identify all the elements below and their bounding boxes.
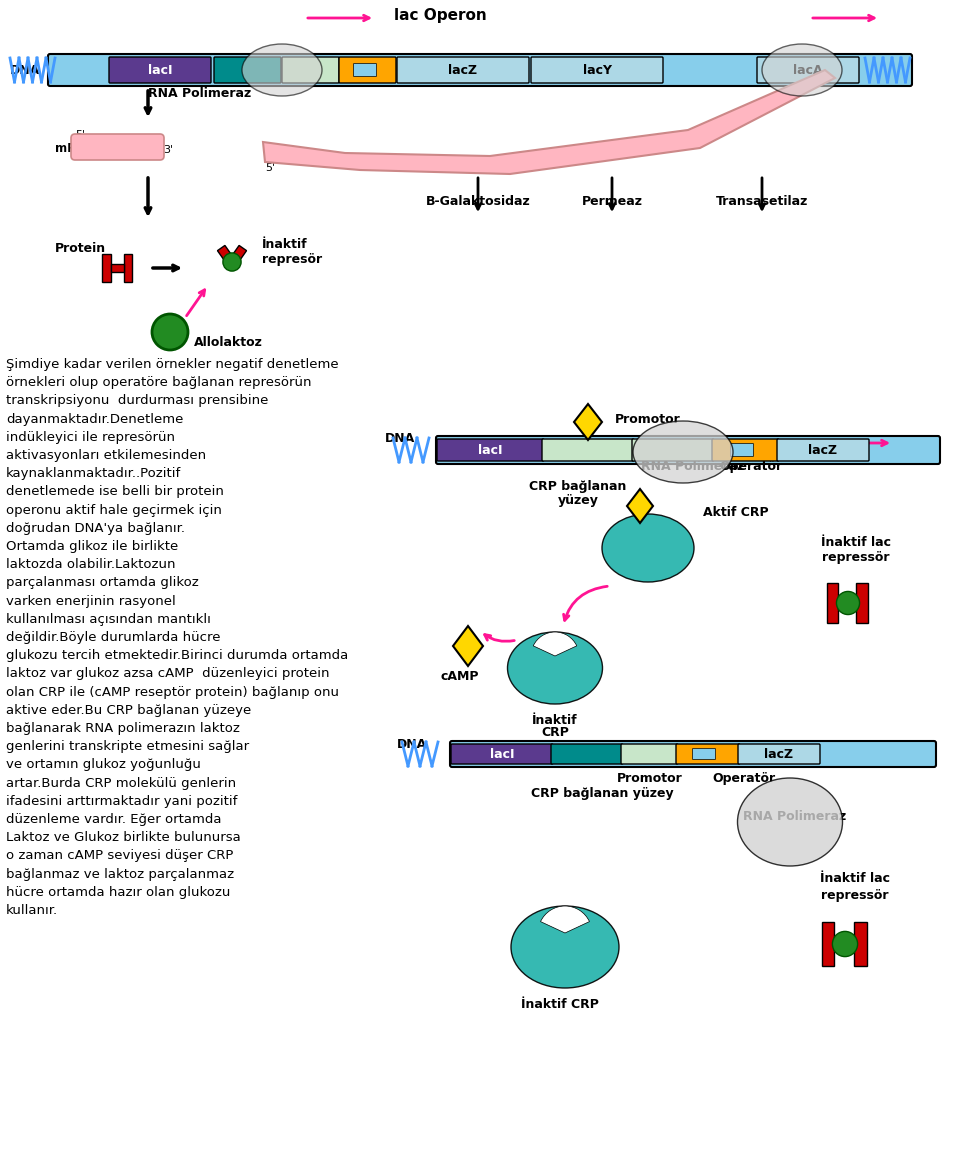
FancyBboxPatch shape xyxy=(757,57,859,83)
FancyBboxPatch shape xyxy=(397,57,529,83)
Ellipse shape xyxy=(511,906,619,987)
FancyBboxPatch shape xyxy=(777,439,869,461)
Text: İnaktif lac: İnaktif lac xyxy=(821,537,891,550)
Text: lacI: lacI xyxy=(490,748,515,760)
Polygon shape xyxy=(627,489,653,523)
FancyBboxPatch shape xyxy=(214,57,281,83)
Polygon shape xyxy=(834,937,854,950)
Text: Protein: Protein xyxy=(55,241,107,255)
Polygon shape xyxy=(453,626,483,666)
Text: DNA: DNA xyxy=(396,737,427,750)
FancyBboxPatch shape xyxy=(71,135,164,160)
FancyBboxPatch shape xyxy=(542,439,634,461)
Text: RNA Polimeraz: RNA Polimeraz xyxy=(149,87,252,99)
Text: CRP: CRP xyxy=(541,725,569,738)
Polygon shape xyxy=(822,922,834,965)
Text: lacI: lacI xyxy=(148,63,172,76)
Circle shape xyxy=(832,931,857,957)
Text: Promotor: Promotor xyxy=(615,413,681,426)
Polygon shape xyxy=(838,597,856,608)
Text: Promotor: Promotor xyxy=(616,772,683,785)
FancyBboxPatch shape xyxy=(632,439,714,461)
Polygon shape xyxy=(124,254,132,282)
Text: Operatör: Operatör xyxy=(719,460,782,473)
FancyBboxPatch shape xyxy=(531,57,663,83)
FancyBboxPatch shape xyxy=(48,54,912,87)
FancyBboxPatch shape xyxy=(450,741,936,768)
Text: B-Galaktosidaz: B-Galaktosidaz xyxy=(425,195,530,208)
Text: DNA: DNA xyxy=(385,432,415,445)
FancyBboxPatch shape xyxy=(676,744,740,764)
Text: CRP bağlanan: CRP bağlanan xyxy=(529,480,627,493)
Text: Transasetilaz: Transasetilaz xyxy=(716,195,808,208)
Wedge shape xyxy=(533,632,577,656)
Ellipse shape xyxy=(633,421,733,483)
Text: mRNA: mRNA xyxy=(55,142,95,154)
Text: İnaktif lac: İnaktif lac xyxy=(820,873,890,886)
Ellipse shape xyxy=(602,514,694,581)
Text: RNA Polimeraz: RNA Polimeraz xyxy=(743,811,847,824)
FancyBboxPatch shape xyxy=(731,443,754,456)
FancyBboxPatch shape xyxy=(451,744,553,764)
FancyBboxPatch shape xyxy=(353,63,376,76)
FancyBboxPatch shape xyxy=(551,744,623,764)
FancyBboxPatch shape xyxy=(437,439,544,461)
Polygon shape xyxy=(854,922,867,965)
Ellipse shape xyxy=(737,778,843,866)
Text: Şimdiye kadar verilen örnekler negatif denetleme
örnekleri olup operatöre bağlan: Şimdiye kadar verilen örnekler negatif d… xyxy=(6,358,348,917)
Polygon shape xyxy=(110,263,124,273)
Text: repressör: repressör xyxy=(821,889,889,902)
Text: cAMP: cAMP xyxy=(441,669,479,682)
Text: 5': 5' xyxy=(265,163,276,173)
Polygon shape xyxy=(574,404,602,440)
Polygon shape xyxy=(226,246,247,270)
Text: 3': 3' xyxy=(163,145,173,154)
Text: RNA Polimeraz: RNA Polimeraz xyxy=(641,460,745,473)
Polygon shape xyxy=(263,70,835,174)
Ellipse shape xyxy=(508,632,603,704)
Text: lacA: lacA xyxy=(793,63,823,76)
Text: represör: represör xyxy=(262,254,323,267)
FancyBboxPatch shape xyxy=(621,744,678,764)
Polygon shape xyxy=(827,583,838,622)
Text: İnaktif: İnaktif xyxy=(532,714,578,727)
Text: lac Operon: lac Operon xyxy=(394,8,487,23)
Text: yüzey: yüzey xyxy=(558,494,598,507)
FancyBboxPatch shape xyxy=(109,57,211,83)
Text: lacZ: lacZ xyxy=(808,443,837,456)
Text: İnaktif: İnaktif xyxy=(262,239,307,252)
Text: DNA: DNA xyxy=(10,63,40,76)
Text: repressör: repressör xyxy=(823,551,890,564)
Text: Permeaz: Permeaz xyxy=(582,195,642,208)
Circle shape xyxy=(223,253,241,271)
FancyBboxPatch shape xyxy=(712,439,779,461)
Text: 5': 5' xyxy=(75,130,85,140)
Polygon shape xyxy=(218,246,238,270)
Text: lacZ: lacZ xyxy=(764,748,794,760)
Polygon shape xyxy=(103,254,110,282)
Text: mRNA: mRNA xyxy=(295,151,338,165)
Text: Aktif CRP: Aktif CRP xyxy=(703,507,769,519)
FancyBboxPatch shape xyxy=(339,57,396,83)
FancyBboxPatch shape xyxy=(282,57,339,83)
Wedge shape xyxy=(540,906,589,932)
Text: lacZ: lacZ xyxy=(448,63,477,76)
FancyBboxPatch shape xyxy=(738,744,820,764)
Text: lacI: lacI xyxy=(478,443,503,456)
Text: Allolaktoz: Allolaktoz xyxy=(194,336,263,349)
Polygon shape xyxy=(856,583,868,622)
Text: CRP bağlanan yüzey: CRP bağlanan yüzey xyxy=(531,787,673,800)
Ellipse shape xyxy=(242,44,322,96)
Circle shape xyxy=(836,592,859,614)
Text: lacY: lacY xyxy=(583,63,612,76)
Circle shape xyxy=(152,314,188,350)
Text: Operatör: Operatör xyxy=(712,772,776,785)
Ellipse shape xyxy=(762,44,842,96)
FancyBboxPatch shape xyxy=(436,436,940,464)
FancyBboxPatch shape xyxy=(692,749,715,759)
Text: İnaktif CRP: İnaktif CRP xyxy=(521,998,599,1012)
